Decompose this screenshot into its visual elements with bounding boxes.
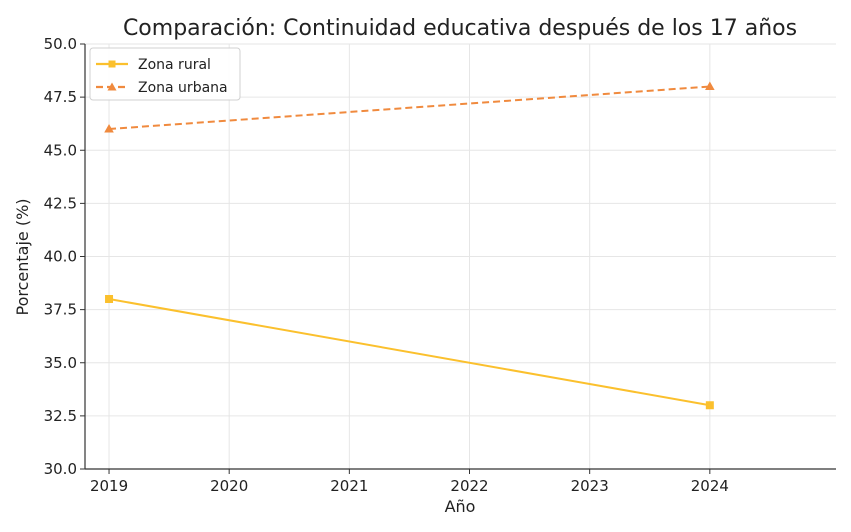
grid	[85, 43, 836, 470]
legend-marker-urban	[107, 82, 117, 91]
y-tick-label: 40.0	[44, 248, 77, 266]
y-tick-label: 47.5	[44, 88, 77, 106]
x-tick-label: 2024	[691, 477, 729, 495]
y-tick-label: 30.0	[44, 460, 77, 478]
legend-label-rural: Zona rural	[138, 57, 211, 73]
series-line-zona-rural	[108, 298, 711, 407]
x-tick-label: 2022	[450, 477, 488, 495]
y-tick-label: 32.5	[44, 407, 77, 425]
ticks: 30.0 32.5 35.0 37.5 40.0 42.5 45.0 47.5 50.0 2019…	[44, 35, 729, 495]
data-point-zona-rural	[705, 401, 714, 410]
data-point-zona-urbana	[705, 81, 715, 90]
legend-label-urban: Zona urbana	[138, 80, 228, 96]
data-point-zona-rural	[105, 295, 114, 303]
y-axis-label: Porcentaje (%)	[13, 198, 32, 315]
x-axis-label: Año	[445, 497, 476, 516]
y-tick-label: 50.0	[44, 35, 77, 53]
y-tick-label: 42.5	[44, 194, 77, 212]
y-tick-label: 45.0	[44, 141, 77, 159]
series-line-zona-urbana	[108, 85, 710, 130]
x-tick-label: 2019	[90, 477, 128, 495]
series	[104, 81, 715, 410]
y-tick-label: 35.0	[44, 354, 77, 372]
x-tick-label: 2023	[571, 477, 609, 495]
x-tick-label: 2020	[210, 477, 248, 495]
legend: Zona rural Zona urbana	[89, 47, 241, 101]
y-tick-label: 37.5	[44, 301, 77, 319]
x-tick-label: 2021	[330, 477, 368, 495]
legend-marker-rural	[108, 60, 116, 68]
legend-frame	[89, 47, 241, 101]
chart-title: Comparación: Continuidad educativa despu…	[123, 16, 797, 41]
data-point-zona-urbana	[104, 124, 114, 133]
